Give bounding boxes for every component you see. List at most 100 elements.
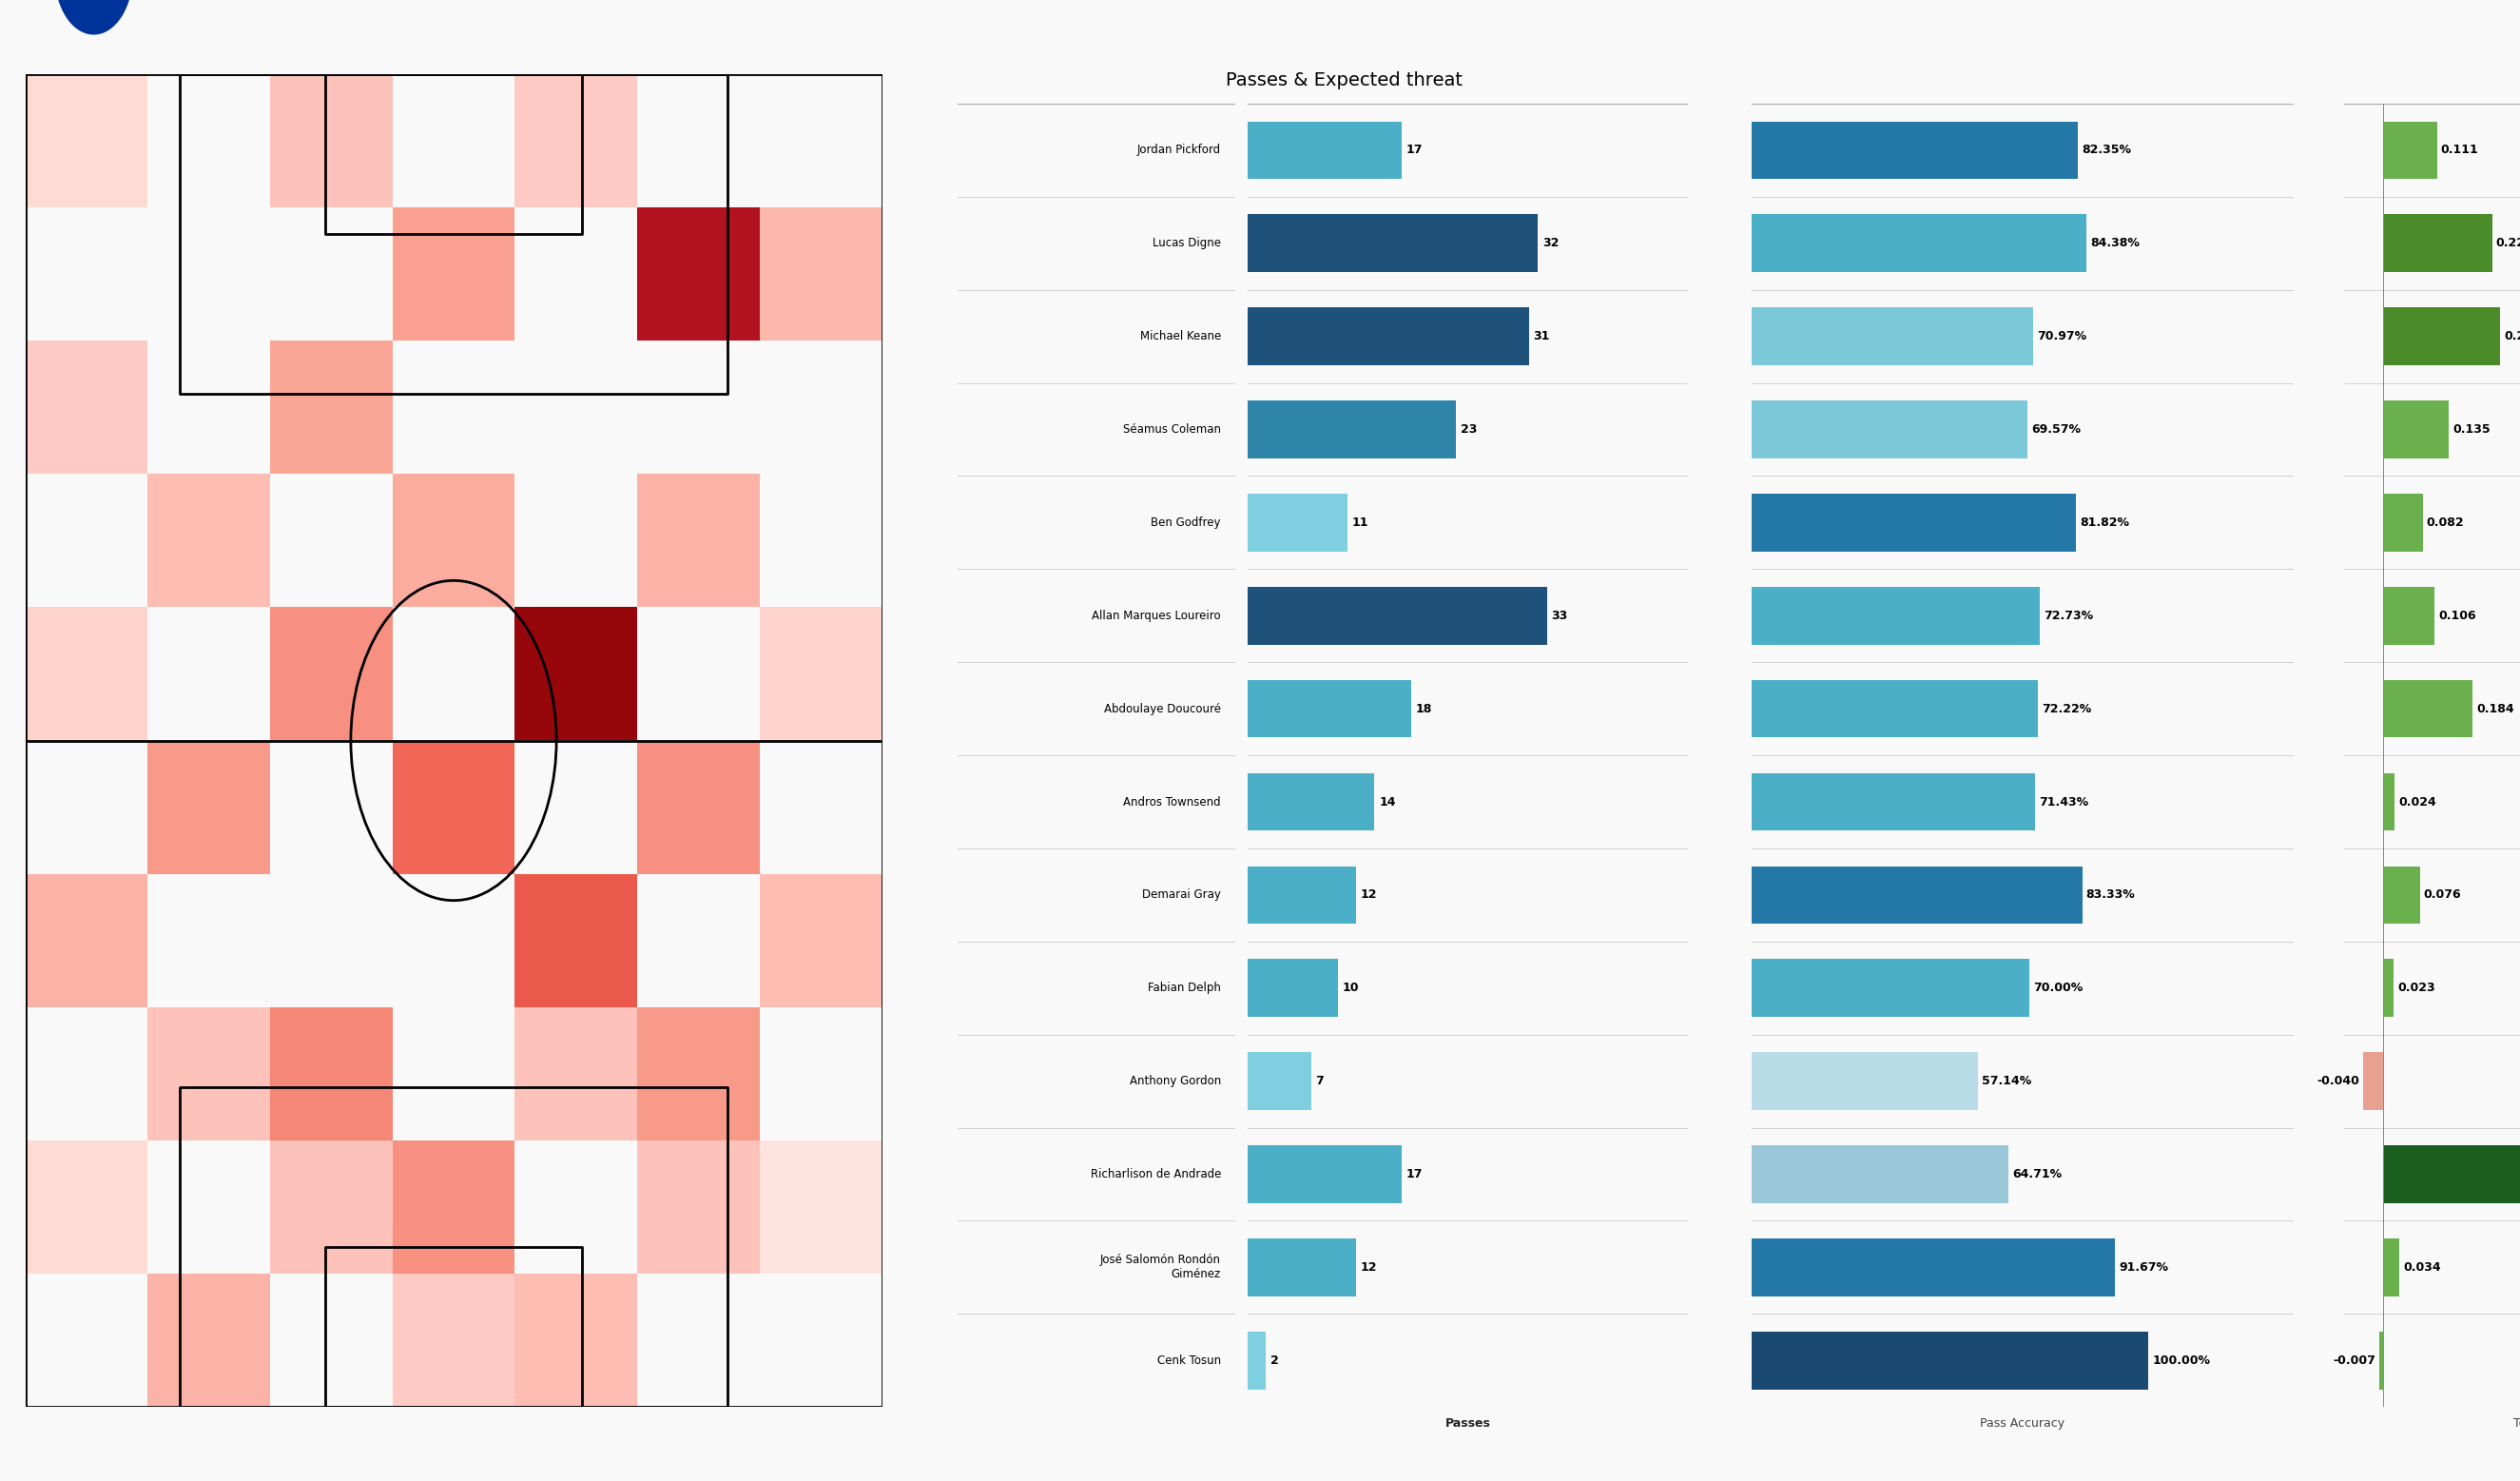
Text: 0.106: 0.106 [2439,610,2477,622]
Bar [1751,586,2041,644]
Bar [2381,773,2394,831]
Text: 18: 18 [1416,702,1431,715]
Bar [1247,1331,1265,1389]
Text: Cenk Tosun: Cenk Tosun [1157,1354,1220,1367]
Text: 0.135: 0.135 [2452,424,2490,435]
Text: 0.224: 0.224 [2495,237,2520,249]
Text: 32: 32 [1542,237,1560,249]
Bar [270,1140,393,1274]
Text: 84.38%: 84.38% [2089,237,2139,249]
Bar [1751,1145,2008,1203]
Bar [2381,308,2500,366]
Text: Demarai Gray: Demarai Gray [1142,889,1220,900]
Text: -0.007: -0.007 [2334,1354,2376,1367]
Bar [1751,1331,2150,1389]
Text: 10: 10 [1343,982,1358,994]
Bar [2381,121,2437,179]
Bar [514,1007,638,1140]
Bar [270,341,393,474]
Bar [638,1007,759,1140]
Bar [2381,493,2422,551]
Bar [149,474,270,607]
Text: Fabian Delph: Fabian Delph [1147,982,1220,994]
Bar [759,607,882,740]
Text: 81.82%: 81.82% [2079,517,2129,529]
Bar [1247,680,1411,738]
Text: Andros Townsend: Andros Townsend [1124,795,1220,809]
Bar [1247,121,1401,179]
Circle shape [55,0,131,34]
Bar [1751,215,2087,273]
Bar [1247,866,1356,924]
Text: Ben Godfrey: Ben Godfrey [1152,517,1220,529]
Bar [638,474,759,607]
Bar [1247,493,1348,551]
Bar [1247,308,1530,366]
Text: -0.040: -0.040 [2316,1075,2359,1087]
Text: 0.111: 0.111 [2442,144,2480,157]
Bar [149,1007,270,1140]
Bar [25,607,149,740]
Bar [2381,960,2394,1017]
Text: 33: 33 [1552,610,1567,622]
Bar [25,874,149,1007]
Bar [638,1140,759,1274]
Text: 0.076: 0.076 [2424,889,2462,900]
Bar [270,74,393,207]
Bar [2381,215,2492,273]
Bar [2364,1053,2381,1109]
X-axis label: Pass Accuracy: Pass Accuracy [1981,1417,2064,1429]
Bar [2381,680,2472,738]
Text: 72.73%: 72.73% [2044,610,2094,622]
Text: Lucas Digne: Lucas Digne [1152,237,1220,249]
Text: Michael Keane: Michael Keane [1139,330,1220,342]
Text: 100.00%: 100.00% [2152,1354,2210,1367]
Bar [270,1007,393,1140]
Bar [759,1140,882,1274]
Bar [638,207,759,341]
Bar [514,874,638,1007]
Bar [1247,401,1457,458]
Bar [1751,308,2034,366]
Text: 0.024: 0.024 [2399,795,2437,809]
Bar [393,1274,514,1407]
Bar [393,1140,514,1274]
Bar [2381,866,2419,924]
Bar [1751,1238,2114,1296]
Bar [1247,215,1537,273]
Bar [1751,960,2029,1017]
Bar [759,874,882,1007]
Bar [1247,1145,1401,1203]
Bar [393,740,514,874]
Bar [1751,401,2029,458]
Bar [1751,866,2082,924]
Text: Jordan Pickford: Jordan Pickford [1137,144,1220,157]
Bar [393,474,514,607]
Bar [1247,586,1547,644]
Text: 31: 31 [1532,330,1550,342]
Text: José Salomón Rondón
Giménez: José Salomón Rondón Giménez [1101,1254,1220,1281]
Text: 17: 17 [1406,1169,1424,1180]
Text: Abdoulaye Doucouré: Abdoulaye Doucouré [1104,702,1220,715]
Text: 0.184: 0.184 [2477,702,2515,715]
Bar [2381,401,2449,458]
Text: 69.57%: 69.57% [2031,424,2082,435]
Bar [2381,1145,2520,1203]
Text: 2: 2 [1270,1354,1278,1367]
Text: 57.14%: 57.14% [1983,1075,2031,1087]
Bar [2381,586,2434,644]
Text: 12: 12 [1361,1262,1378,1274]
Text: 7: 7 [1315,1075,1323,1087]
Bar [149,1274,270,1407]
Bar [2379,1331,2381,1389]
Text: 23: 23 [1462,424,1477,435]
Text: 14: 14 [1378,795,1396,809]
Text: Passes & Expected threat: Passes & Expected threat [1225,71,1462,89]
Text: 82.35%: 82.35% [2082,144,2132,157]
Bar [1751,773,2036,831]
X-axis label: Passes: Passes [1444,1417,1492,1429]
Bar [2381,1238,2399,1296]
Bar [1751,493,2076,551]
Bar [25,74,149,207]
Text: 12: 12 [1361,889,1378,900]
